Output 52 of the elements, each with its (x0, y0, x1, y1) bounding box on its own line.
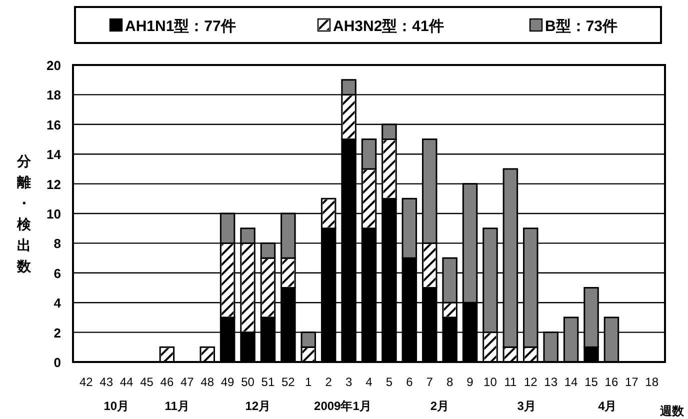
legend-label: AH3N2型：41件 (333, 18, 444, 35)
x-tick-label: 52 (282, 375, 296, 389)
y-tick-label: 2 (54, 325, 61, 340)
x-tick-label: 6 (406, 375, 414, 389)
x-tick-label: 15 (584, 375, 598, 389)
text: 3月 (517, 399, 536, 413)
y-axis-title: 分離・検出数 (16, 153, 32, 274)
text: 11月 (164, 399, 190, 413)
x-tick-label: 7 (426, 375, 434, 389)
x-tick-label: 14 (564, 375, 578, 389)
x-tick-label: 50 (241, 375, 255, 389)
x-tick-label: 11 (504, 375, 517, 389)
x-tick-label: 10 (484, 375, 498, 389)
x-tick-label: 44 (120, 375, 134, 389)
x-tick-label: 13 (544, 375, 558, 389)
x-tick-label: 18 (645, 375, 659, 389)
x-tick-label: 16 (604, 375, 618, 389)
text: 10月 (104, 399, 130, 413)
x-tick-label: 1 (305, 375, 312, 389)
x-tick-label: 2 (325, 375, 332, 389)
y-tick-label: 6 (54, 266, 61, 281)
y-tick-label: 12 (46, 176, 61, 192)
x-tick-label: 9 (466, 375, 474, 389)
x-tick-label: 42 (79, 375, 94, 389)
y-tick-label: 8 (54, 236, 61, 252)
text: 2月 (430, 399, 450, 413)
x-tick-label: 51 (261, 375, 275, 389)
x-axis-title: 週数 (659, 404, 685, 418)
y-tick-label: 4 (54, 296, 62, 311)
x-tick-label: 17 (624, 375, 639, 389)
y-tick-label: 20 (46, 58, 61, 73)
legend-label: B型：73件 (545, 18, 618, 35)
x-tick-label: 3 (345, 375, 352, 389)
y-tick-label: 0 (54, 355, 61, 370)
x-tick-label: 47 (180, 375, 194, 389)
x-tick-label: 49 (220, 375, 235, 389)
x-tick-label: 46 (160, 375, 174, 389)
x-tick-label: 4 (366, 375, 373, 389)
x-tick-label: 8 (446, 375, 454, 389)
x-tick-label: 48 (200, 375, 214, 389)
y-tick-label: 18 (46, 88, 61, 103)
legend-label: AH1N1型：77件 (125, 18, 236, 35)
text: 4月 (598, 399, 617, 413)
text: 12月 (245, 399, 271, 413)
x-tick-label: 12 (524, 375, 538, 389)
y-tick-label: 10 (46, 206, 61, 222)
x-tick-label: 5 (386, 375, 393, 389)
y-tick-label: 14 (46, 147, 62, 162)
text: 2009年1月 (314, 399, 372, 413)
x-tick-label: 43 (100, 375, 114, 389)
y-tick-label: 16 (46, 117, 61, 132)
x-tick-label: 45 (140, 375, 154, 389)
